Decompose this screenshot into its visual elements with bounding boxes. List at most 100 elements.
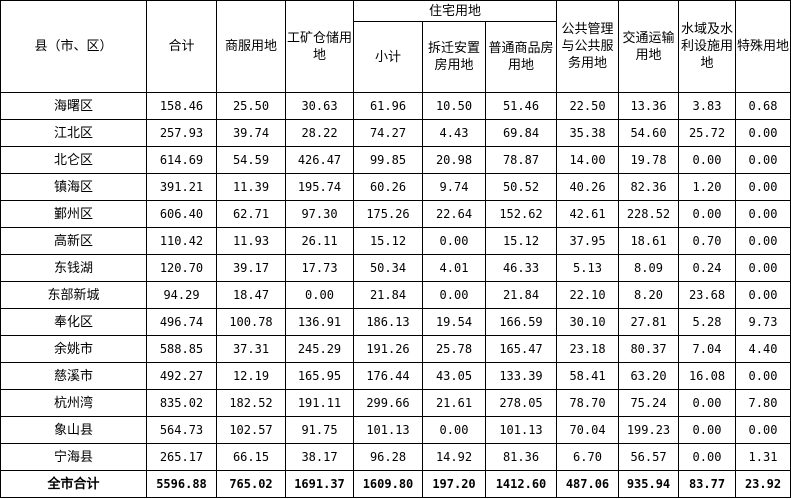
value-cell: 22.50 [556,92,619,120]
value-cell: 46.33 [485,254,557,282]
value-cell: 23.18 [556,335,619,363]
value-cell: 15.12 [485,227,557,255]
value-cell: 299.66 [353,389,423,417]
value-cell: 83.77 [678,470,736,498]
county-name-cell: 镇海区 [0,173,147,201]
value-cell: 195.74 [285,173,354,201]
value-cell: 62.71 [216,200,286,228]
header-special: 特殊用地 [735,0,791,93]
value-cell: 11.39 [216,173,286,201]
value-cell: 101.13 [353,416,423,444]
value-cell: 39.17 [216,254,286,282]
value-cell: 21.84 [485,281,557,309]
table-body: 海曙区 158.46 25.50 30.63 61.96 10.50 51.46 22.50 1… [0,92,791,498]
value-cell: 0.00 [678,200,736,228]
value-cell: 0.00 [735,146,791,174]
header-res-resettlement: 拆迁安置房用地 [422,21,486,93]
value-cell: 182.52 [216,389,286,417]
value-cell: 25.50 [216,92,286,120]
value-cell: 191.26 [353,335,423,363]
value-cell: 18.61 [618,227,679,255]
value-cell: 0.00 [735,200,791,228]
header-total: 合计 [146,0,217,93]
value-cell: 492.27 [146,362,217,390]
county-name-cell: 慈溪市 [0,362,147,390]
table-row: 高新区 110.42 11.93 26.11 15.12 0.00 15.12 37.95 18… [0,227,791,255]
value-cell: 0.68 [735,92,791,120]
county-name-cell: 奉化区 [0,308,147,336]
header-commercial: 商服用地 [216,0,286,93]
table-row: 镇海区 391.21 11.39 195.74 60.26 9.74 50.52 40.26 8… [0,173,791,201]
value-cell: 0.00 [735,281,791,309]
value-cell: 4.40 [735,335,791,363]
value-cell: 23.92 [735,470,791,498]
value-cell: 110.42 [146,227,217,255]
county-name-cell: 海曙区 [0,92,147,120]
table-row: 奉化区 496.74 100.78 136.91 186.13 19.54 166.59 30… [0,308,791,336]
value-cell: 37.31 [216,335,286,363]
value-cell: 0.00 [735,254,791,282]
value-cell: 21.84 [353,281,423,309]
value-cell: 74.27 [353,119,423,147]
value-cell: 614.69 [146,146,217,174]
value-cell: 75.24 [618,389,679,417]
value-cell: 22.64 [422,200,486,228]
value-cell: 564.73 [146,416,217,444]
value-cell: 0.00 [735,119,791,147]
county-name-cell: 象山县 [0,416,147,444]
value-cell: 12.19 [216,362,286,390]
value-cell: 4.43 [422,119,486,147]
value-cell: 199.23 [618,416,679,444]
value-cell: 78.87 [485,146,557,174]
value-cell: 21.61 [422,389,486,417]
value-cell: 8.20 [618,281,679,309]
table-row: 东钱湖 120.70 39.17 17.73 50.34 4.01 46.33 5.13 8.0… [0,254,791,282]
county-name-cell: 鄞州区 [0,200,147,228]
value-cell: 0.00 [285,281,354,309]
value-cell: 152.62 [485,200,557,228]
table-row: 宁海县 265.17 66.15 38.17 96.28 14.92 81.36 6.70 56… [0,443,791,471]
value-cell: 5.13 [556,254,619,282]
table-row: 杭州湾 835.02 182.52 191.11 299.66 21.61 278.05 78… [0,389,791,417]
value-cell: 38.17 [285,443,354,471]
value-cell: 82.36 [618,173,679,201]
value-cell: 133.39 [485,362,557,390]
value-cell: 91.75 [285,416,354,444]
value-cell: 69.84 [485,119,557,147]
value-cell: 19.54 [422,308,486,336]
value-cell: 496.74 [146,308,217,336]
value-cell: 17.73 [285,254,354,282]
value-cell: 100.78 [216,308,286,336]
value-cell: 166.59 [485,308,557,336]
value-cell: 6.70 [556,443,619,471]
value-cell: 35.38 [556,119,619,147]
header-row-1: 县（市、区） 合计 商服用地 工矿仓储用地 住宅用地 公共管理与公共服务用地 交… [0,0,791,93]
value-cell: 165.47 [485,335,557,363]
value-cell: 165.95 [285,362,354,390]
value-cell: 176.44 [353,362,423,390]
value-cell: 43.05 [422,362,486,390]
value-cell: 14.00 [556,146,619,174]
value-cell: 30.63 [285,92,354,120]
header-water: 水域及水利设施用地 [678,0,736,93]
value-cell: 9.74 [422,173,486,201]
value-cell: 9.73 [735,308,791,336]
value-cell: 158.46 [146,92,217,120]
value-cell: 18.47 [216,281,286,309]
value-cell: 63.20 [618,362,679,390]
value-cell: 27.81 [618,308,679,336]
value-cell: 245.29 [285,335,354,363]
value-cell: 120.70 [146,254,217,282]
value-cell: 10.50 [422,92,486,120]
value-cell: 26.11 [285,227,354,255]
value-cell: 0.00 [422,281,486,309]
value-cell: 257.93 [146,119,217,147]
value-cell: 50.34 [353,254,423,282]
table-row: 北仑区 614.69 54.59 426.47 99.85 20.98 78.87 14.00… [0,146,791,174]
value-cell: 0.00 [735,362,791,390]
value-cell: 61.96 [353,92,423,120]
value-cell: 1412.60 [485,470,557,498]
value-cell: 0.00 [422,227,486,255]
county-name-cell: 杭州湾 [0,389,147,417]
